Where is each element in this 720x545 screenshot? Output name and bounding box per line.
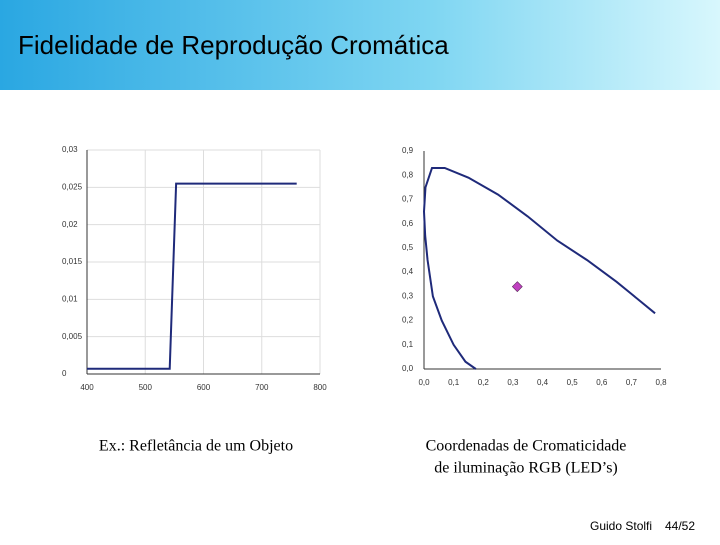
caption: Coordenadas de Cromaticidade xyxy=(426,438,627,455)
data-line xyxy=(87,182,297,370)
y-tick-label: 0,02 xyxy=(62,220,78,229)
y-tick-label: 0,3 xyxy=(402,291,414,300)
y-tick-label: 0,8 xyxy=(402,170,414,179)
footer-author: Guido Stolfi xyxy=(590,519,652,533)
data-point xyxy=(511,281,523,293)
caption: de iluminação RGB (LED’s) xyxy=(434,460,618,477)
y-tick-label: 0,025 xyxy=(62,182,83,191)
x-tick-label: 0,6 xyxy=(596,378,608,387)
y-tick-label: 0,005 xyxy=(62,332,83,341)
y-tick-label: 0,5 xyxy=(402,243,414,252)
y-tick-label: 0,1 xyxy=(402,340,414,349)
x-tick-label: 600 xyxy=(197,383,211,392)
title-bar xyxy=(0,0,720,90)
x-tick-label: 0,0 xyxy=(418,378,430,387)
charts: 0 0,005 0,01 0,015 0,02 0,025 0,03 400 500 600 700… xyxy=(62,145,667,392)
x-tick-label: 0,2 xyxy=(478,378,490,387)
x-tick-label: 0,7 xyxy=(626,378,638,387)
y-tick-label: 0,01 xyxy=(62,294,78,303)
data-line xyxy=(422,166,656,370)
x-tick-label: 0,5 xyxy=(567,378,579,387)
y-tick-label: 0 xyxy=(62,369,67,378)
y-tick-label: 0,4 xyxy=(402,267,414,276)
y-tick-label: 0,015 xyxy=(62,257,83,266)
x-tick-label: 500 xyxy=(139,383,153,392)
y-tick-label: 0,9 xyxy=(402,146,414,155)
caption: Ex.: Refletância de um Objeto xyxy=(99,438,293,455)
x-tick-label: 800 xyxy=(313,383,327,392)
y-tick-label: 0,2 xyxy=(402,316,414,325)
footer-page: 44/52 xyxy=(665,519,695,533)
y-tick-label: 0,6 xyxy=(402,219,414,228)
x-tick-label: 0,8 xyxy=(655,378,667,387)
y-tick-label: 0,0 xyxy=(402,364,414,373)
x-tick-label: 0,4 xyxy=(537,378,549,387)
y-tick-label: 0,7 xyxy=(402,195,414,204)
slide-title: Fidelidade de Reprodução Cromática xyxy=(18,30,449,60)
x-tick-label: 0,1 xyxy=(448,378,460,387)
y-tick-label: 0,03 xyxy=(62,145,78,154)
x-tick-label: 0,3 xyxy=(507,378,519,387)
x-tick-label: 400 xyxy=(80,383,94,392)
x-tick-label: 700 xyxy=(255,383,269,392)
